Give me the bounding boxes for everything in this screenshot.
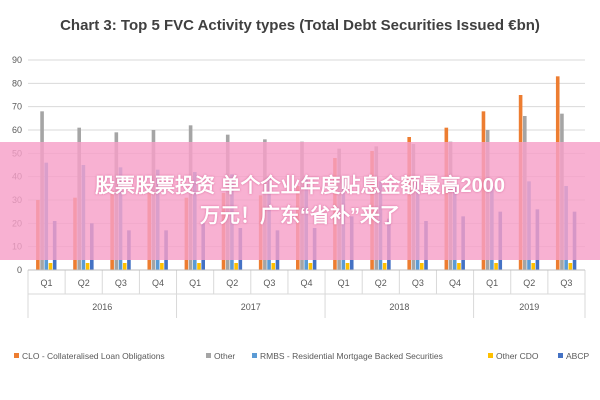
bar [122,263,127,270]
legend-label: ABCP [566,351,589,361]
year-label: 2017 [241,302,261,312]
bar [382,263,387,270]
legend-label: CLO - Collateralised Loan Obligations [22,351,165,361]
x-tick-label: Q2 [226,278,238,288]
bar [160,263,164,270]
x-tick-label: Q1 [189,278,201,288]
bar [420,263,424,270]
x-tick-label: Q2 [78,278,90,288]
bar [494,263,498,270]
bar [308,263,313,270]
y-tick-label: 80 [12,78,22,88]
y-tick-label: 90 [12,55,22,65]
x-tick-label: Q2 [375,278,387,288]
legend-swatch [558,353,563,358]
legend-label: Other CDO [496,351,539,361]
x-tick-label: Q2 [523,278,535,288]
overlay-text-line2: 万元！广东“省补”来了 [200,205,400,227]
x-tick-label: Q3 [263,278,275,288]
legend-label: Other [214,351,235,361]
x-tick-label: Q4 [300,278,312,288]
year-label: 2018 [389,302,409,312]
bar [85,263,90,270]
x-tick-label: Q3 [412,278,424,288]
x-tick-label: Q4 [152,278,164,288]
x-tick-label: Q1 [486,278,498,288]
x-tick-label: Q1 [338,278,350,288]
overlay-text-line1: 股票股票投资 单个企业年度贴息金额最高2000 [94,175,506,197]
bar [234,263,238,270]
legend-swatch [14,353,19,358]
overlay-banner: 股票股票投资 单个企业年度贴息金额最高2000 万元！广东“省补”来了 [0,142,600,260]
bar [531,263,535,270]
x-tick-label: Q3 [115,278,127,288]
chart-title: Chart 3: Top 5 FVC Activity types (Total… [60,17,540,34]
bar [457,263,461,270]
bar [345,263,350,270]
bar [48,263,53,270]
legend-swatch [206,353,211,358]
x-tick-label: Q1 [41,278,53,288]
bar [568,263,573,270]
legend-swatch [252,353,257,358]
legend-label: RMBS - Residential Mortgage Backed Secur… [260,351,443,361]
year-label: 2019 [519,302,539,312]
bar [197,263,201,270]
legend-swatch [488,353,493,358]
y-tick-label: 60 [12,125,22,135]
x-tick-label: Q4 [449,278,461,288]
y-tick-label: 0 [17,265,22,275]
year-label: 2016 [92,302,112,312]
x-tick-label: Q3 [560,278,572,288]
bar [271,263,276,270]
y-tick-label: 70 [12,102,22,112]
